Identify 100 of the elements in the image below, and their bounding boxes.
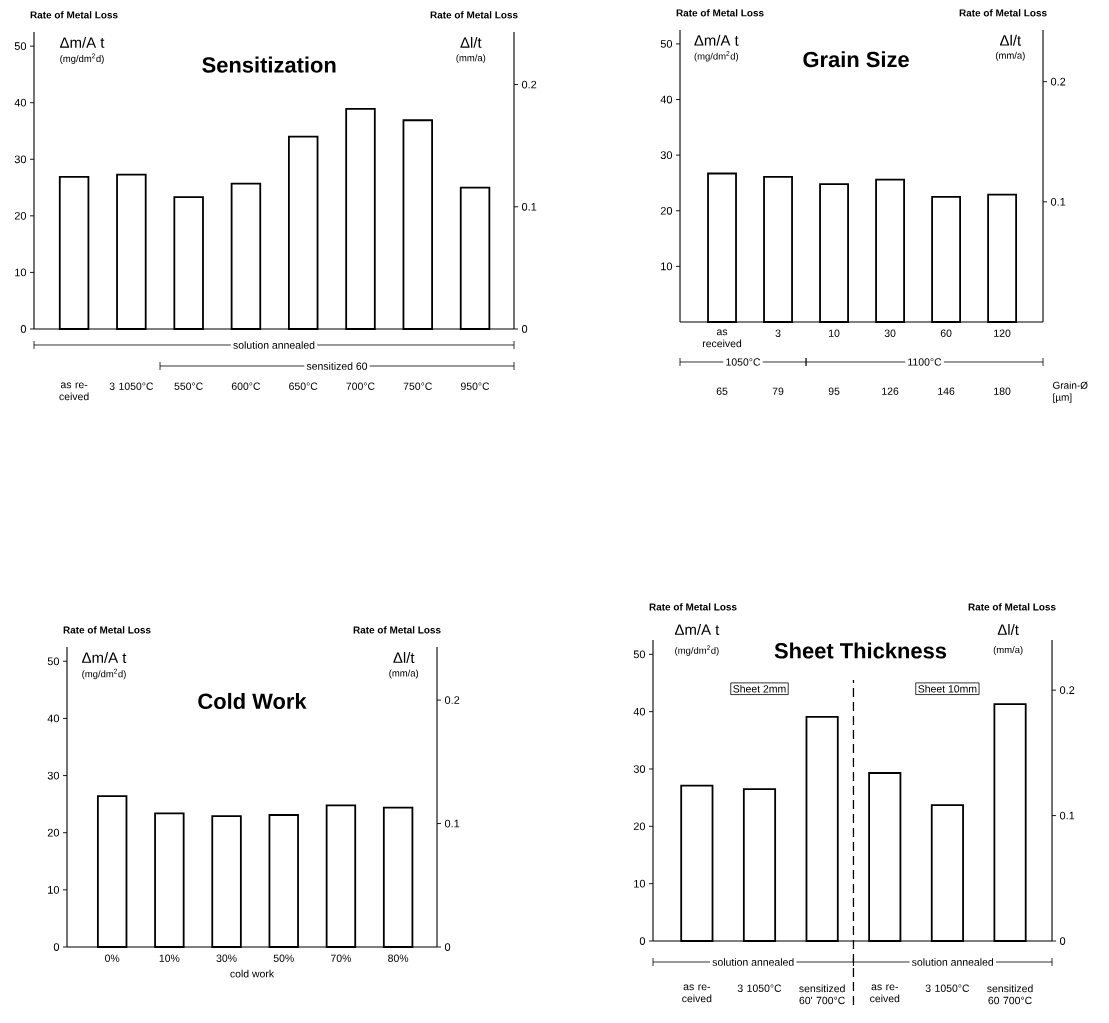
y-tick-label: 0 [639, 937, 646, 945]
y-axis-title: Rate of Metal Loss [649, 603, 737, 611]
y2-tick-label: 0.2 [521, 80, 537, 89]
y2-tick-label: 0.2 [1050, 77, 1066, 86]
x-axis-title: cold work [230, 969, 275, 978]
x-tick-label: 650°C [289, 382, 318, 390]
x-tick-label: 950°C [460, 382, 490, 390]
y-tick-label: 30 [14, 155, 27, 164]
y-tick-label: 40 [14, 98, 27, 107]
y-tick-label: 50 [660, 40, 673, 48]
x-tick-label: 3 1050°C [925, 984, 970, 992]
x-tick-label: 700°C [346, 382, 375, 390]
annotation: (mm/a) [456, 54, 486, 64]
y-tick-label: 20 [47, 828, 60, 837]
x-tick-label: 120 [994, 329, 1011, 337]
annotation: Sheet 10mm [918, 684, 977, 693]
annotation: Δm/A t [60, 36, 105, 48]
y-axis-title: Rate of Metal Loss [30, 11, 118, 19]
y2-tick-label: 0.2 [444, 696, 460, 704]
x-tick-label: 10% [159, 954, 180, 962]
x-axis-title: Grain-Ø [µm] [1053, 381, 1088, 403]
y-tick-label: 30 [47, 771, 60, 780]
x-tick-label: 30% [216, 954, 237, 962]
y2-axis-title: Rate of Metal Loss [968, 603, 1056, 611]
x-tick-label: as re-ceived [682, 984, 712, 1003]
y-tick-label: 20 [633, 822, 646, 831]
y-tick-label: 50 [14, 42, 27, 51]
x-tick-label: 3 [775, 329, 781, 337]
annotation: (mm/a) [389, 669, 419, 679]
text: 126 [882, 387, 899, 395]
x-tick-label: 0% [105, 954, 120, 962]
y-tick-label: 50 [633, 650, 646, 659]
x-tick-label: 80% [388, 954, 409, 962]
x-tick-label: 750°C [403, 382, 432, 390]
y2-tick-label: 0.1 [1059, 811, 1075, 820]
y2-axis-title: Rate of Metal Loss [959, 9, 1047, 17]
y-tick-label: 40 [47, 714, 60, 723]
y2-axis-title: Rate of Metal Loss [430, 11, 518, 19]
annotation: (mg/dm$^{2}$d) [694, 51, 739, 62]
chart-title: Sheet Thickness [774, 642, 947, 659]
y-tick-label: 30 [633, 765, 646, 773]
annotation: Δl/t [393, 652, 415, 663]
x-tick-label: as re-ceived [870, 984, 900, 1003]
annotation: Δm/A t [82, 652, 127, 663]
annotation: Δl/t [999, 34, 1022, 46]
text: sensitized 60 [306, 362, 368, 370]
x-tick-label: 3 1050°C [109, 382, 154, 390]
x-tick-label: 30 [884, 329, 896, 337]
y-tick-label: 10 [634, 879, 646, 888]
text: solution annealed [912, 958, 994, 966]
text: 1100°C [908, 358, 942, 366]
x-tick-label: as received [702, 329, 742, 348]
y-tick-label: 30 [660, 151, 673, 160]
y2-tick-label: 0.1 [1050, 197, 1066, 206]
text: Grain Size [803, 51, 909, 68]
x-tick-label: as re-ceived [59, 382, 89, 401]
y-axis-title: Rate of Metal Loss [63, 626, 151, 634]
y-tick-label: 40 [660, 95, 673, 104]
y2-tick-label: 0.2 [1059, 686, 1075, 695]
x-tick-label: 70% [331, 954, 352, 962]
annotation: Δm/A t [694, 34, 739, 46]
y-tick-label: 20 [660, 206, 673, 215]
text: Cold Work [198, 692, 307, 710]
x-tick-label: 600°C [231, 382, 261, 390]
y-tick-label: 0 [53, 943, 60, 951]
x-tick-label: 10 [829, 329, 840, 337]
y2-tick-label: 0 [1059, 937, 1066, 945]
x-tick-label: sensitized 60 700°C [987, 984, 1033, 1005]
annotation: Δl/t [460, 36, 482, 48]
annotation: (mg/dm$^{2}$d) [675, 645, 719, 656]
y-tick-label: 10 [661, 262, 673, 271]
text: solution annealed [712, 958, 794, 966]
y-axis-title: Rate of Metal Loss [676, 9, 764, 17]
y-tick-label: 40 [633, 707, 646, 716]
y-tick-label: 20 [14, 211, 27, 220]
text: 1050°C [726, 358, 761, 366]
annotation: (mm/a) [995, 51, 1025, 61]
y-tick-label: 0 [20, 325, 27, 333]
x-tick-label: 60 [940, 329, 952, 337]
annotation: Sheet 2mm [733, 684, 786, 693]
x-tick-label: sensitized 60' 700°C [799, 984, 845, 1005]
y-tick-label: 10 [48, 885, 60, 894]
annotation: (mm/a) [993, 646, 1023, 655]
x-tick-label: 3 1050°C [737, 984, 782, 992]
annotation: (mg/dm$^{2}$d) [60, 53, 104, 64]
text: Sensitization [202, 56, 336, 73]
x-tick-label: 550°C [174, 382, 203, 390]
text: 79 [772, 387, 784, 395]
y-tick-label: 50 [47, 657, 60, 666]
text: 65 [716, 387, 728, 395]
y2-tick-label: 0.1 [444, 819, 460, 828]
text: 95 [828, 387, 840, 395]
text: Δl/t [997, 623, 1019, 635]
y-tick-label: 10 [15, 268, 27, 277]
y2-tick-label: 0.1 [521, 202, 537, 211]
text: solution annealed [233, 341, 315, 349]
annotation: (mg/dm$^{2}$d) [82, 668, 126, 680]
y2-tick-label: 0 [521, 325, 528, 333]
y2-tick-label: 0 [444, 943, 451, 951]
x-tick-label: 50% [273, 954, 294, 962]
